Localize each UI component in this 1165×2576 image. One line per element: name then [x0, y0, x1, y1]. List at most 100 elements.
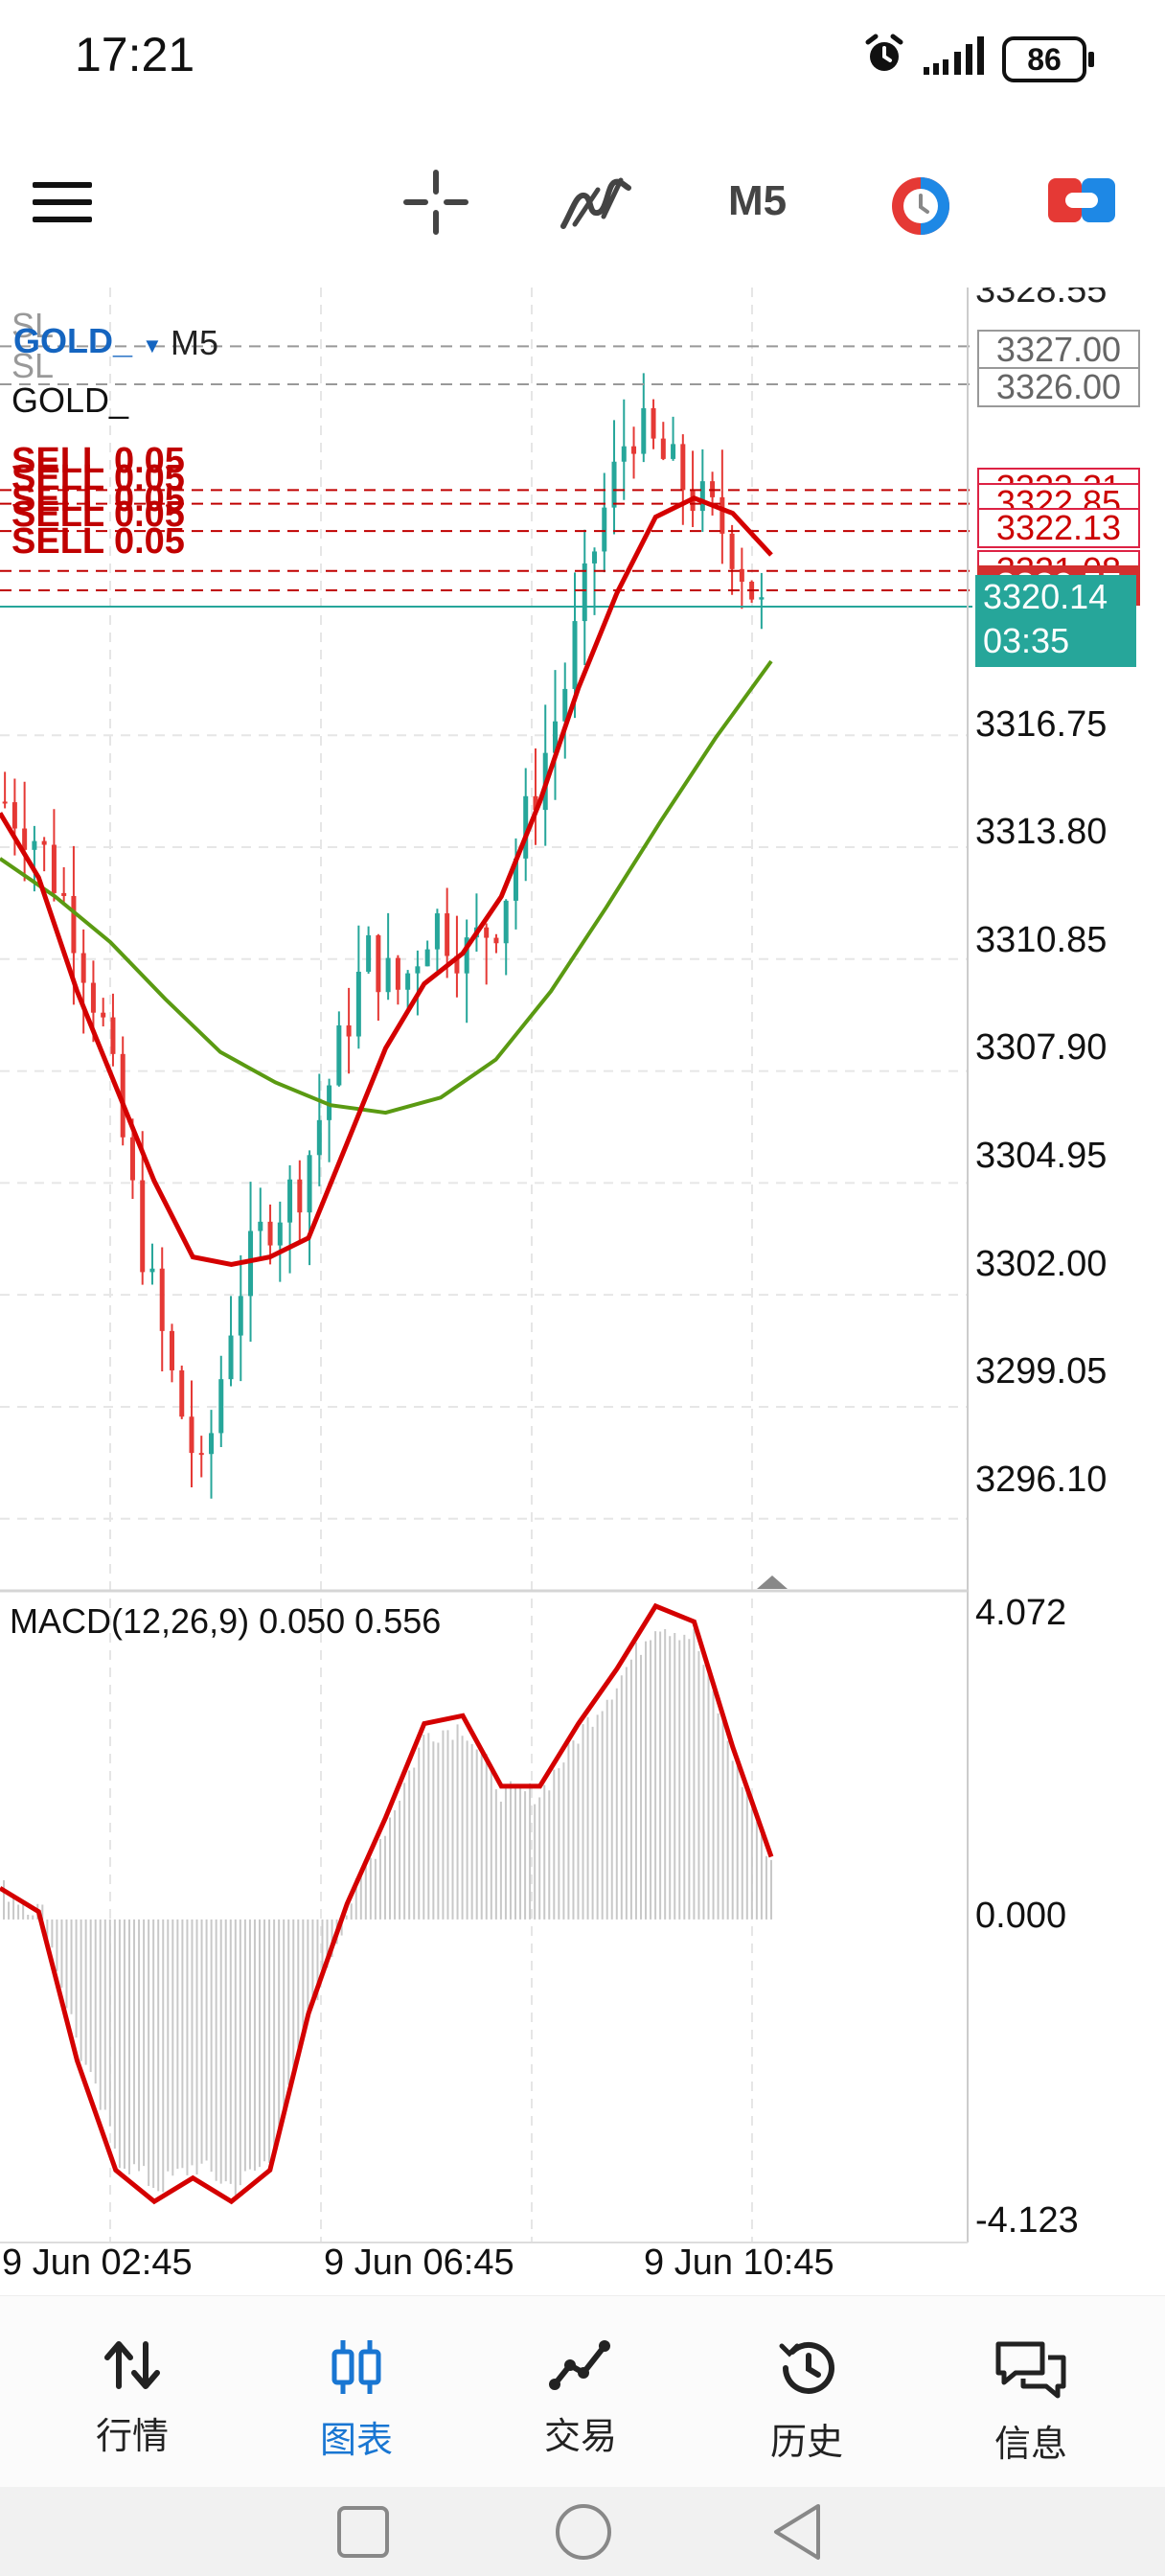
candle-body	[110, 1017, 116, 1054]
timeframe-button[interactable]: M5	[728, 177, 788, 224]
sl-price-box: 3327.00	[977, 330, 1140, 370]
chart-objects-icon[interactable]	[887, 172, 954, 240]
sell-order-label[interactable]: SELL 0.05	[11, 441, 185, 481]
candle-body	[32, 840, 37, 850]
macd-y-tick: 0.000	[975, 1896, 1067, 1936]
y-tick: 3313.80	[975, 812, 1108, 852]
trade-icon[interactable]	[1048, 176, 1115, 224]
candle-body	[484, 927, 490, 938]
nav-messages[interactable]: 信息	[964, 2338, 1098, 2467]
back-triangle-icon[interactable]	[770, 2502, 824, 2562]
macd-label: MACD(12,26,9) 0.050 0.556	[10, 1601, 442, 1641]
candle-body	[680, 444, 686, 491]
candle-body	[611, 461, 617, 508]
recents-square-icon[interactable]	[335, 2504, 391, 2560]
alarm-icon	[865, 34, 903, 71]
home-circle-icon[interactable]	[554, 2502, 613, 2562]
trade-line-icon	[549, 2340, 610, 2390]
candle-body	[572, 621, 578, 689]
candle-body	[523, 795, 529, 859]
candle-body	[366, 934, 372, 972]
nav-label: 信息	[994, 2425, 1067, 2465]
candle-body	[277, 1222, 283, 1246]
y-tick: 3316.75	[975, 704, 1108, 745]
bar-countdown: 03:35	[983, 621, 1070, 660]
axis-top-label: 3328.55	[975, 270, 1108, 310]
indicators-icon[interactable]	[560, 171, 632, 232]
candle-body	[120, 1053, 126, 1138]
chart-grid	[0, 288, 968, 2242]
nav-history[interactable]: 历史	[740, 2338, 874, 2465]
current-price: 3320.14	[983, 577, 1108, 616]
candle-body	[11, 802, 17, 829]
candle-body	[405, 973, 411, 990]
candle-body	[267, 1221, 273, 1246]
messages-icon	[995, 2341, 1066, 2399]
candle-body	[395, 957, 400, 990]
candle-body	[90, 982, 96, 1013]
candle-body	[562, 688, 568, 722]
candle-body	[169, 1330, 174, 1370]
x-tick: 9 Jun 06:45	[324, 2242, 514, 2283]
candle-body	[51, 844, 57, 893]
candle-body	[140, 1180, 146, 1273]
macd-histogram	[3, 1628, 772, 2196]
candle-body	[316, 1119, 322, 1156]
x-tick: 9 Jun 10:45	[644, 2242, 834, 2283]
timeframe-label: M5	[171, 323, 219, 362]
order-lines	[0, 345, 972, 608]
candle-body	[671, 444, 676, 459]
crosshair-icon[interactable]	[402, 169, 469, 236]
candle-body	[287, 1179, 293, 1223]
nav-label: 图表	[319, 2421, 393, 2461]
candle-body	[41, 840, 47, 845]
sell-order-label[interactable]: SELL 0.05	[11, 494, 185, 535]
candle-body	[602, 507, 607, 552]
candle-body	[307, 1155, 312, 1213]
candle-body	[699, 481, 705, 512]
candle-body	[376, 934, 381, 993]
candle-body	[631, 446, 637, 454]
quotes-arrows-icon	[104, 2341, 160, 2389]
status-bar: 17:21 86	[0, 0, 1165, 105]
price-chart[interactable]	[0, 288, 1165, 2290]
macd-y-tick: -4.123	[975, 2200, 1079, 2241]
candle-body	[651, 407, 656, 439]
candle-body	[434, 913, 440, 950]
candle-body	[592, 551, 598, 564]
nav-chart[interactable]: 图表	[289, 2338, 423, 2463]
ma-slow-line	[0, 659, 773, 1116]
nav-quotes[interactable]: 行情	[65, 2338, 199, 2459]
candle-body	[159, 1268, 165, 1331]
system-navigation-bar	[0, 2487, 1165, 2576]
ma-fast-line	[0, 494, 773, 1268]
candle-body	[739, 568, 744, 583]
candle-body	[660, 438, 666, 459]
candle-body	[228, 1335, 234, 1380]
y-tick: 3304.95	[975, 1136, 1108, 1176]
signal-icon	[924, 36, 984, 75]
sell-order-label[interactable]: SELL 0.05	[11, 479, 185, 519]
candle-body	[464, 937, 469, 974]
battery-indicator: 86	[1002, 36, 1094, 82]
candle-body	[729, 533, 735, 569]
candle-body	[385, 957, 391, 993]
sell-order-label[interactable]: SELL 0.05	[11, 458, 185, 498]
x-tick: 9 Jun 02:45	[2, 2242, 193, 2283]
sell-order-label[interactable]: SELL 0.05	[11, 521, 185, 562]
y-tick: 3302.00	[975, 1244, 1108, 1284]
candle-body	[621, 446, 627, 462]
nav-trade[interactable]: 交易	[514, 2338, 648, 2459]
candle-body	[346, 1025, 352, 1037]
candle-body	[218, 1379, 224, 1434]
candle-body	[297, 1179, 303, 1213]
menu-icon[interactable]	[33, 180, 92, 224]
candle-body	[129, 1137, 135, 1181]
y-tick: 3307.90	[975, 1027, 1108, 1068]
symbol-name: GOLD_	[11, 380, 129, 420]
sl-price-box: 3326.00	[977, 367, 1140, 407]
candle-body	[513, 858, 518, 901]
candle-body	[552, 721, 558, 753]
y-tick: 3296.10	[975, 1460, 1108, 1500]
symbol-label[interactable]: GOLD_ ▼	[13, 321, 163, 360]
